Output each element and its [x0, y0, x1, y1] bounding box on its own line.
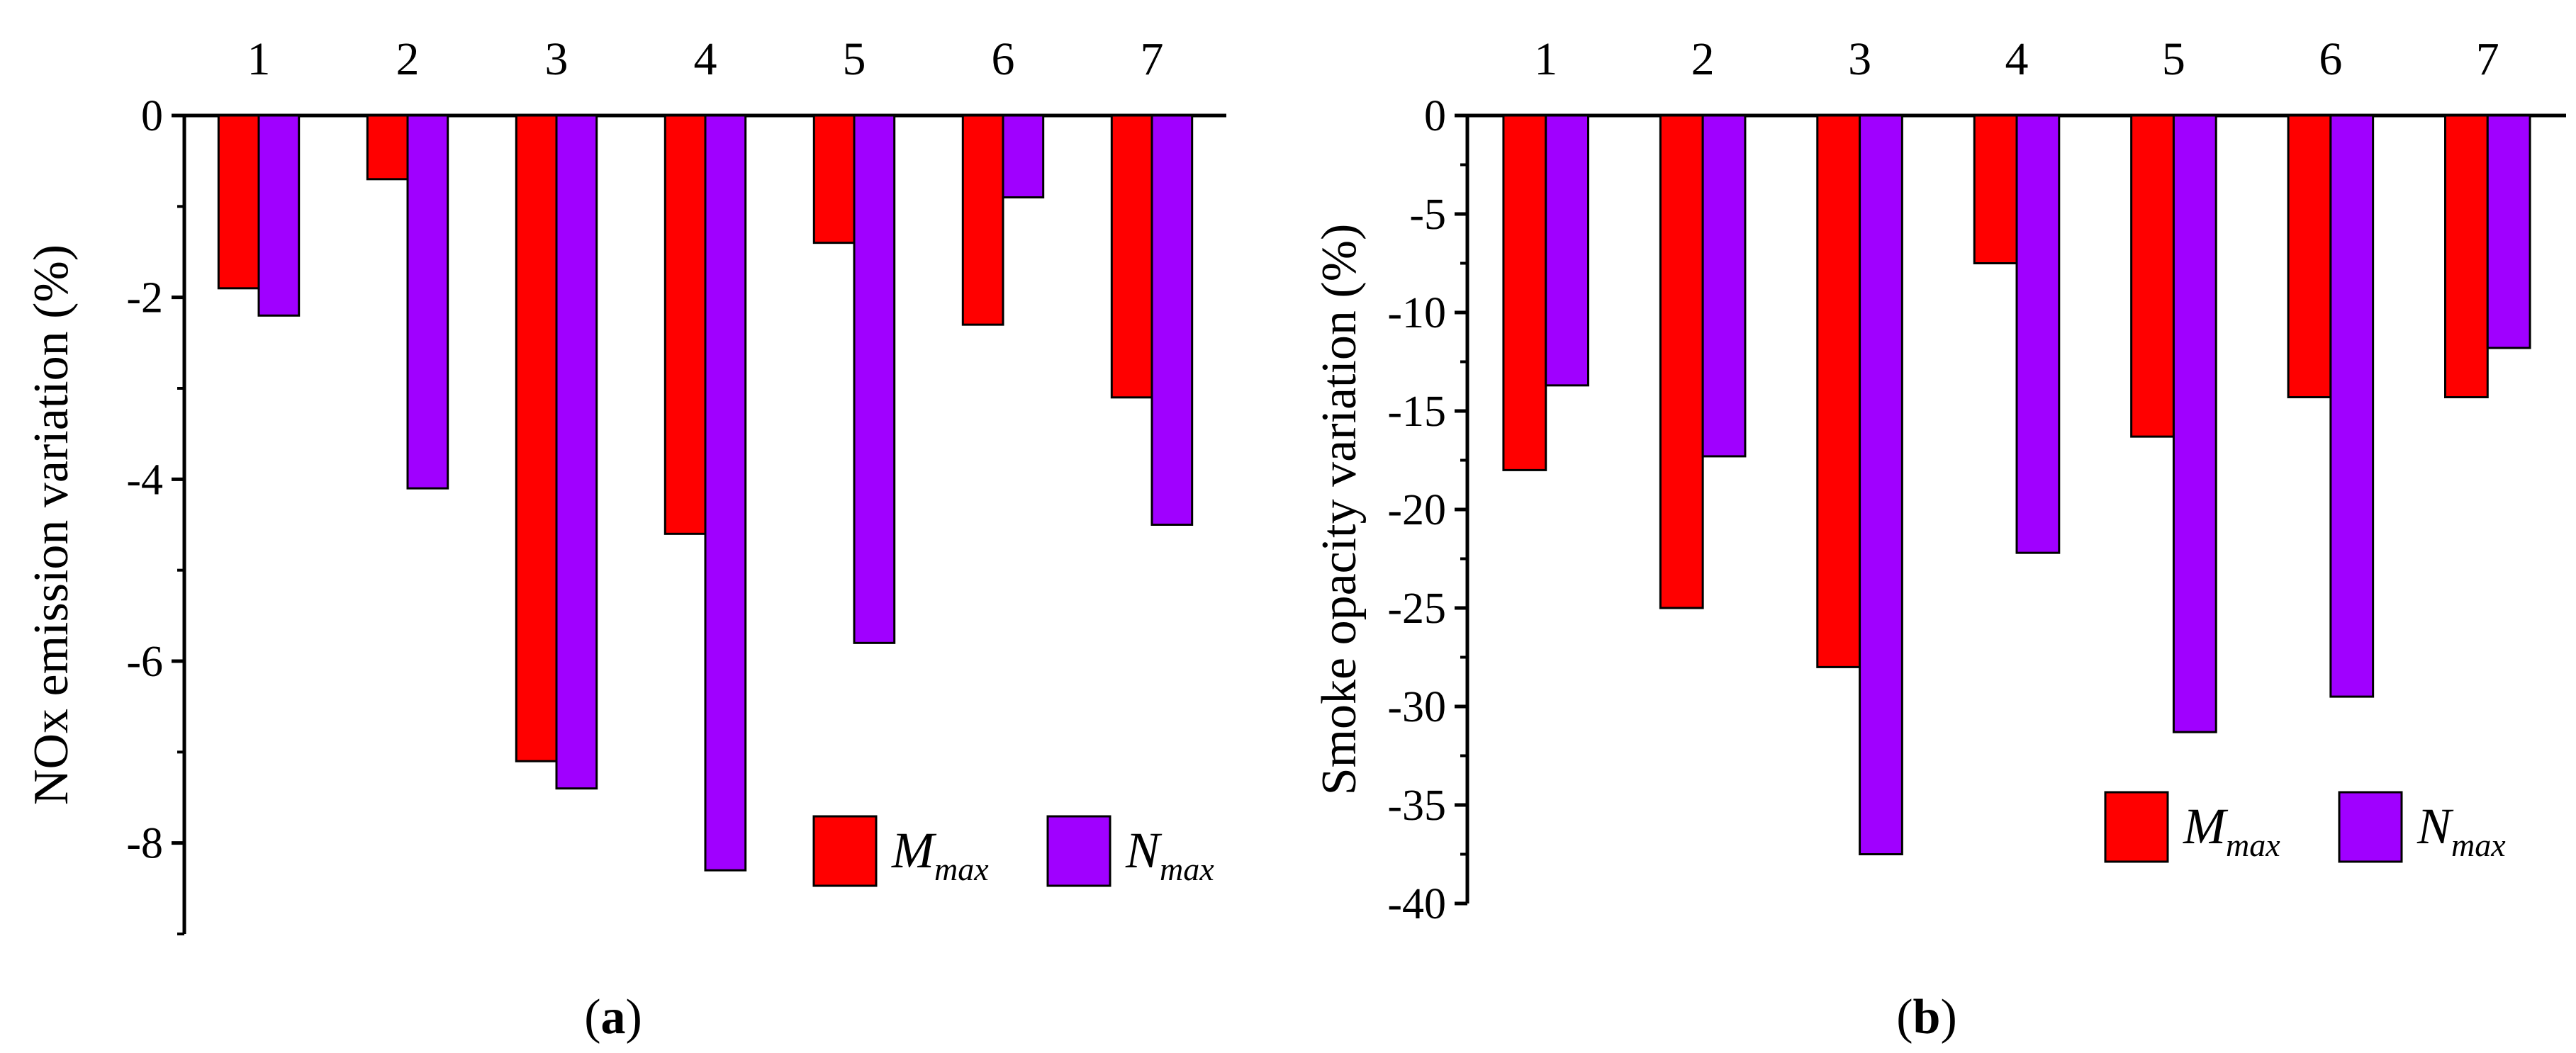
bar-nmax: [853, 114, 896, 644]
bar-nmax: [2486, 114, 2531, 349]
y-tick-label: -15: [1387, 388, 1446, 436]
category-label: 3: [545, 33, 569, 85]
bar-mmax: [812, 114, 856, 244]
y-tick-label: -20: [1387, 486, 1446, 534]
y-tick-label: -6: [126, 638, 163, 686]
bar-nmax: [2329, 114, 2375, 698]
category-label: 2: [396, 33, 420, 85]
bar-mmax: [1973, 114, 2018, 264]
y-tick-label: -25: [1387, 585, 1446, 633]
legend-label-subscript: max: [934, 851, 989, 887]
bar-mmax: [1502, 114, 1547, 471]
bar-nmax: [2172, 114, 2217, 733]
y-axis-title: NOx emission variation (%): [24, 244, 79, 805]
category-label: 1: [1534, 33, 1557, 85]
y-tick-label: -4: [126, 456, 163, 504]
bar-nmax: [406, 114, 449, 490]
panel-label: (b): [1896, 990, 1957, 1044]
bar-nmax: [2015, 114, 2061, 554]
bar-nmax: [704, 114, 747, 872]
legend-swatch: [812, 815, 878, 887]
category-label: 5: [843, 33, 866, 85]
bar-nmax: [1150, 114, 1194, 526]
chart-panel-a: 0 -2 -4 -6 -8 1 2 3 4 5 6 7 NOx emission variation (…: [24, 33, 1226, 1044]
legend-label-subscript: max: [1160, 851, 1214, 887]
bar-mmax: [366, 114, 409, 181]
bar-mmax: [663, 114, 707, 535]
chart-panel-b: 0 -5 -10 -15 -20 -25 -30 -35 -40 1 2 3 4 5 6 7 Smoke opa…: [1312, 33, 2566, 1044]
legend: Mmax Nmax: [2104, 791, 2506, 863]
bar-mmax: [2444, 114, 2489, 399]
y-tick-label: -8: [126, 820, 163, 868]
bar-nmax: [1701, 114, 1747, 458]
bar-mmax: [1110, 114, 1153, 399]
y-tick-label: -30: [1387, 683, 1446, 731]
legend-label-subscript: max: [2451, 827, 2506, 863]
category-label: 6: [2319, 33, 2342, 85]
legend-label-subscript: max: [2226, 827, 2280, 863]
y-tick-label: -10: [1387, 289, 1446, 337]
y-tick-label: -5: [1409, 191, 1446, 239]
category-label: 4: [2005, 33, 2029, 85]
legend: Mmax Nmax: [812, 815, 1214, 887]
y-tick-label: 0: [141, 92, 163, 140]
category-label: 5: [2162, 33, 2185, 85]
category-label: 3: [1848, 33, 1871, 85]
legend-label: Mmax: [2183, 798, 2280, 863]
bar-nmax: [1859, 114, 1903, 855]
y-tick-label: -40: [1387, 880, 1446, 928]
bar-mmax: [1659, 114, 1704, 609]
y-axis-title: Smoke opacity variation (%): [1312, 224, 1367, 796]
bar-mmax: [1816, 114, 1861, 668]
panel-label: (a): [584, 990, 642, 1044]
legend-swatch: [1046, 815, 1111, 887]
bar-mmax: [961, 114, 1004, 326]
y-tick-label: -35: [1387, 782, 1446, 830]
legend-label: Mmax: [891, 822, 989, 887]
category-label: 7: [1141, 33, 1164, 85]
category-label: 4: [694, 33, 717, 85]
legend-label: Nmax: [1125, 822, 1214, 887]
legend-label: Nmax: [2417, 798, 2506, 863]
bar-nmax: [555, 114, 598, 790]
bar-nmax: [1002, 114, 1045, 198]
bar-nmax: [1545, 114, 1590, 387]
bar-mmax: [2130, 114, 2175, 438]
category-label: 6: [992, 33, 1015, 85]
bar-mmax: [2287, 114, 2332, 399]
bar-mmax: [217, 114, 260, 290]
category-label: 2: [1691, 33, 1715, 85]
legend-swatch: [2104, 791, 2169, 863]
bar-mmax: [515, 114, 558, 762]
bar-nmax: [257, 114, 301, 317]
y-tick-label: 0: [1424, 92, 1446, 140]
y-tick-label: -2: [126, 274, 163, 322]
legend-swatch: [2338, 791, 2403, 863]
category-label: 7: [2476, 33, 2499, 85]
category-label: 1: [247, 33, 271, 85]
